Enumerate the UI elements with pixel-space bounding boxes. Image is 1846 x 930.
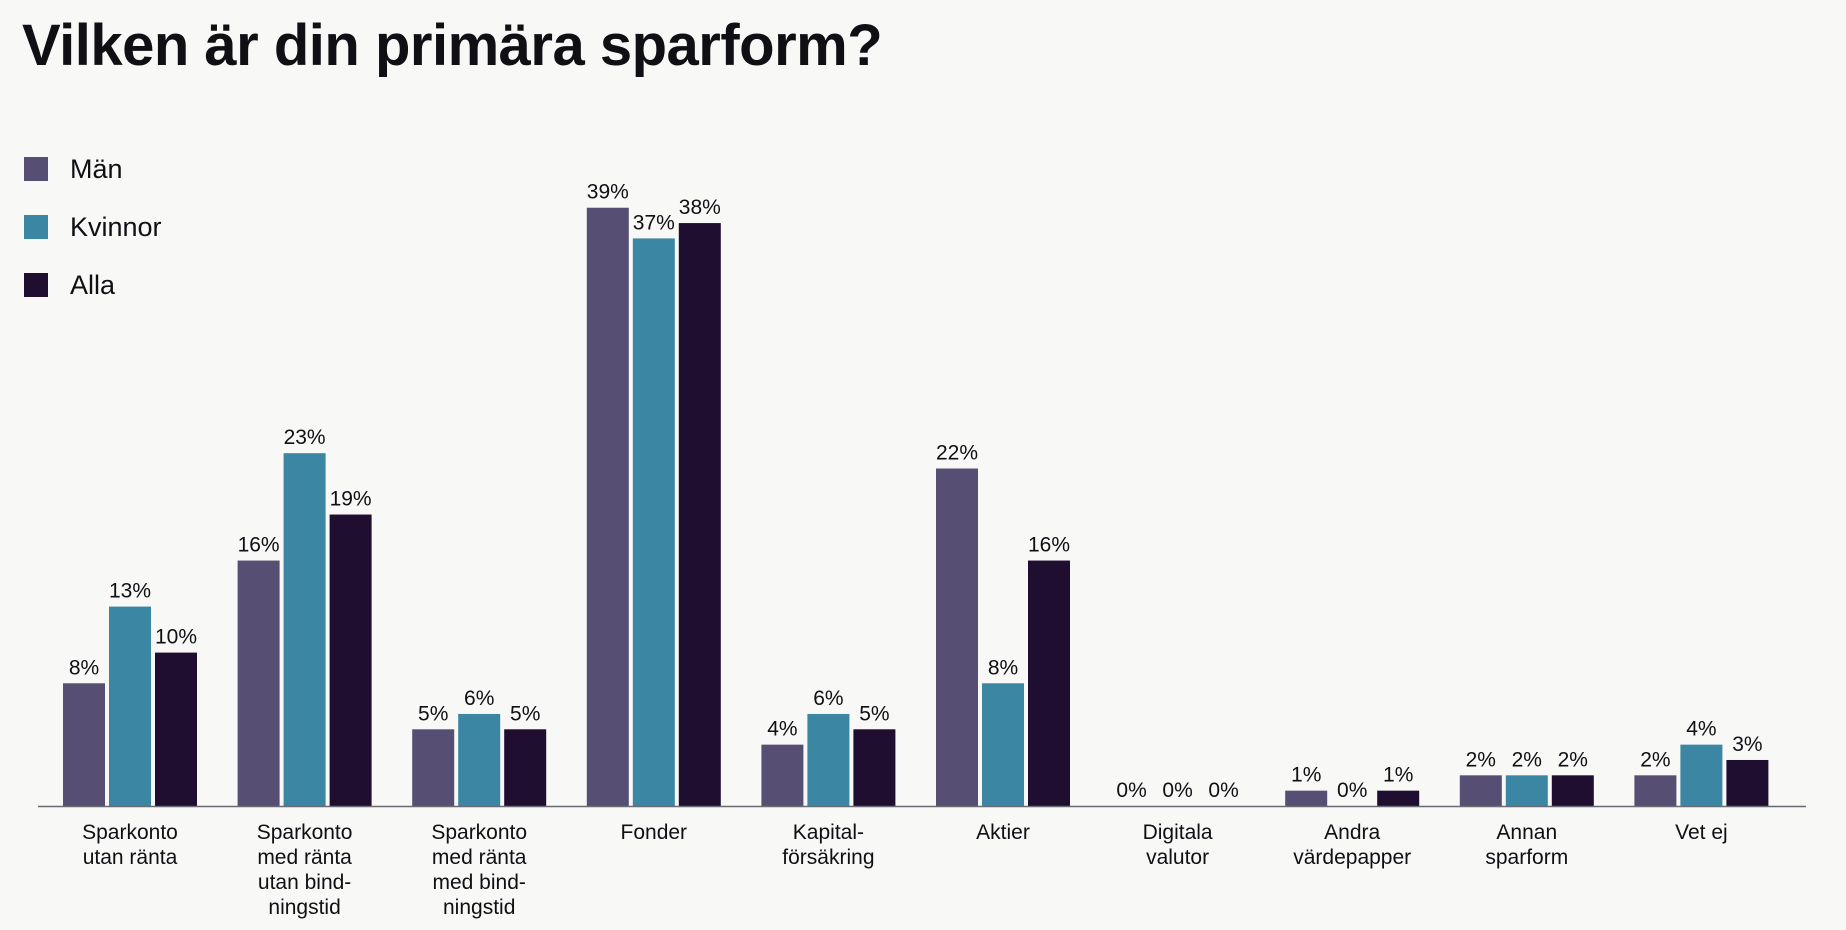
category-label: valutor <box>1146 846 1209 869</box>
legend-label-man: Män <box>70 153 123 184</box>
bar-0-5 <box>936 468 978 806</box>
bar-value-label: 23% <box>284 426 326 449</box>
legend-item-man: Män <box>24 140 162 198</box>
category-label: Aktier <box>976 821 1030 844</box>
bar-value-label: 0% <box>1162 779 1192 802</box>
bar-2-0 <box>155 652 197 806</box>
bar-value-label: 4% <box>1686 718 1716 741</box>
bar-value-label: 6% <box>464 687 494 710</box>
category-label: Andra <box>1324 821 1380 844</box>
bar-value-label: 4% <box>767 718 797 741</box>
bar-0-2 <box>412 729 455 806</box>
bar-value-label: 0% <box>1116 779 1146 802</box>
bar-value-label: 2% <box>1512 748 1542 771</box>
bar-0-4 <box>761 744 804 806</box>
bar-1-2 <box>458 713 501 806</box>
category-label: Fonder <box>621 821 688 844</box>
category-label: Sparkonto <box>82 821 178 844</box>
bar-value-label: 8% <box>69 656 99 679</box>
category-label: med ränta <box>257 846 352 869</box>
bar-value-label: 10% <box>155 626 197 649</box>
bar-value-label: 2% <box>1466 748 1496 771</box>
category-label: Digitala <box>1143 821 1213 844</box>
legend-swatch-kvinnor <box>24 215 48 239</box>
bar-value-label: 5% <box>418 702 448 725</box>
bar-value-label: 16% <box>1028 534 1070 557</box>
legend-swatch-man <box>24 157 48 181</box>
legend-label-alla: Alla <box>70 269 116 300</box>
bar-0-8 <box>1459 775 1502 806</box>
bar-2-8 <box>1551 775 1594 806</box>
bar-1-3 <box>632 238 675 806</box>
bar-2-2 <box>504 729 547 806</box>
bar-value-label: 19% <box>330 488 372 511</box>
bar-1-0 <box>109 606 151 806</box>
bar-1-1 <box>283 453 326 806</box>
bar-2-7 <box>1377 790 1420 806</box>
bar-value-label: 1% <box>1291 764 1321 787</box>
category-label: med ränta <box>432 846 527 869</box>
category-label: ningstid <box>443 896 515 919</box>
bar-value-label: 0% <box>1337 779 1367 802</box>
bar-value-label: 2% <box>1640 748 1670 771</box>
bar-value-label: 39% <box>587 181 629 204</box>
chart-title: Vilken är din primära sparform? <box>22 13 883 78</box>
category-label: Vet ej <box>1675 821 1728 844</box>
bar-1-8 <box>1505 775 1548 806</box>
bar-value-label: 5% <box>510 702 540 725</box>
category-label: sparform <box>1485 846 1568 869</box>
legend: Män Kvinnor Alla <box>24 140 162 314</box>
bar-0-7 <box>1285 790 1328 806</box>
bar-2-4 <box>853 729 896 806</box>
legend-item-alla: Alla <box>24 256 162 314</box>
bar-value-label: 6% <box>813 687 843 710</box>
legend-item-kvinnor: Kvinnor <box>24 198 162 256</box>
bar-value-label: 0% <box>1208 779 1238 802</box>
bar-2-5 <box>1028 560 1070 806</box>
category-label: värdepapper <box>1293 846 1411 869</box>
bar-2-1 <box>329 514 372 806</box>
bar-value-label: 5% <box>859 702 889 725</box>
bar-value-label: 13% <box>109 580 151 603</box>
category-label: Annan <box>1496 821 1557 844</box>
category-label: Sparkonto <box>257 821 353 844</box>
bar-0-0 <box>63 683 105 806</box>
category-label: utan ränta <box>83 846 178 869</box>
bar-2-9 <box>1726 759 1769 806</box>
bar-value-label: 1% <box>1383 764 1413 787</box>
bar-value-label: 16% <box>238 534 280 557</box>
bar-value-label: 22% <box>936 442 978 465</box>
bar-value-label: 8% <box>988 656 1018 679</box>
bar-1-9 <box>1680 744 1723 806</box>
bar-1-5 <box>982 683 1024 806</box>
category-label: med bind- <box>433 871 526 894</box>
bar-1-4 <box>807 713 850 806</box>
category-label: utan bind- <box>258 871 351 894</box>
legend-swatch-alla <box>24 273 48 297</box>
bar-value-label: 2% <box>1558 748 1588 771</box>
category-label: Sparkonto <box>431 821 527 844</box>
bar-value-label: 38% <box>679 196 721 219</box>
legend-label-kvinnor: Kvinnor <box>70 211 162 242</box>
category-label: försäkring <box>782 846 874 869</box>
category-label: Kapital- <box>793 821 864 844</box>
bar-0-1 <box>237 560 280 806</box>
bar-0-3 <box>586 207 629 807</box>
bar-value-label: 3% <box>1732 733 1762 756</box>
bar-value-label: 37% <box>633 211 675 234</box>
bar-0-9 <box>1634 775 1677 806</box>
category-label: ningstid <box>268 896 340 919</box>
bar-2-3 <box>678 223 721 806</box>
